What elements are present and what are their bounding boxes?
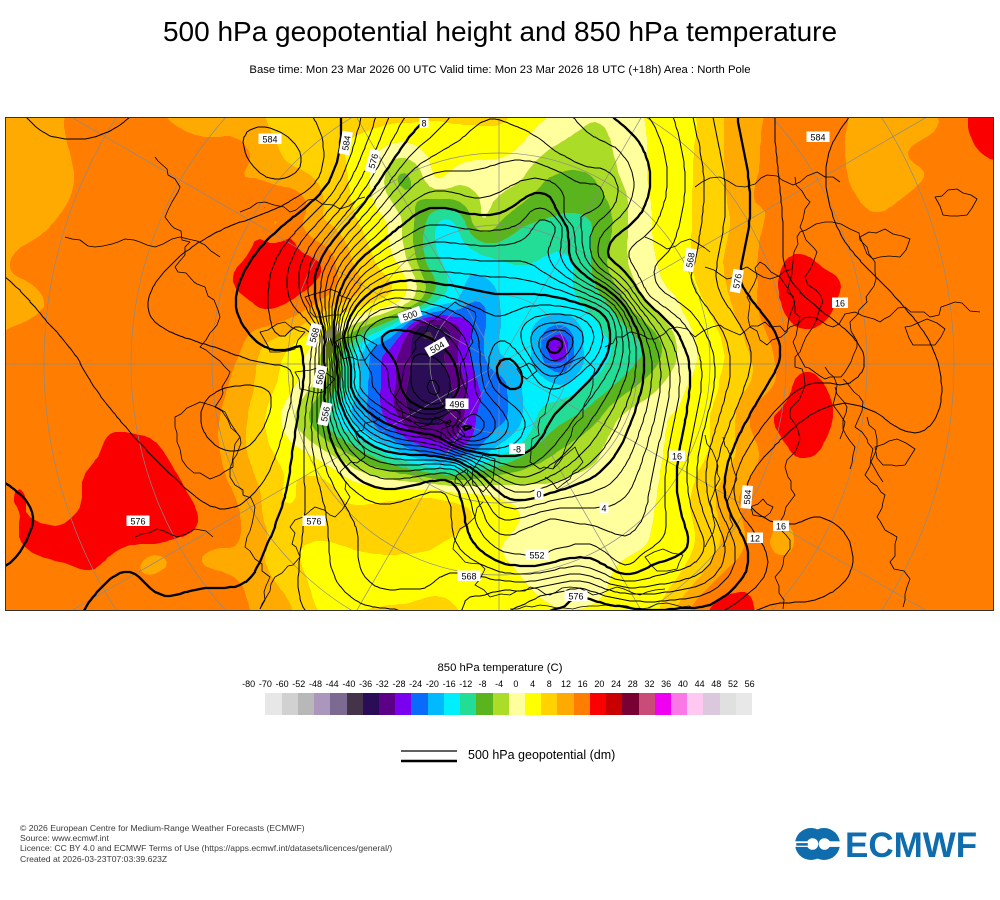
svg-text:16: 16 [776,522,786,532]
svg-text:576: 576 [731,273,743,290]
svg-text:0: 0 [536,490,541,500]
svg-text:556: 556 [319,406,332,423]
svg-text:16: 16 [672,452,682,462]
svg-text:568: 568 [684,252,696,269]
svg-text:ECMWF: ECMWF [845,826,977,865]
svg-text:576: 576 [367,153,381,170]
svg-text:576: 576 [306,517,321,527]
svg-text:16: 16 [835,299,845,309]
svg-text:560: 560 [314,369,327,386]
svg-text:584: 584 [340,135,352,152]
svg-text:568: 568 [461,572,476,582]
svg-text:-8: -8 [513,445,521,455]
svg-text:576: 576 [568,592,583,602]
svg-text:568: 568 [308,327,322,344]
svg-text:576: 576 [130,517,145,527]
svg-text:584: 584 [262,135,277,145]
svg-text:500: 500 [401,308,419,323]
svg-text:12: 12 [750,534,760,544]
svg-text:4: 4 [601,504,606,514]
svg-text:496: 496 [449,400,464,410]
svg-text:552: 552 [529,551,544,561]
svg-text:584: 584 [742,489,753,505]
svg-text:584: 584 [810,133,825,143]
svg-text:8: 8 [421,119,426,129]
